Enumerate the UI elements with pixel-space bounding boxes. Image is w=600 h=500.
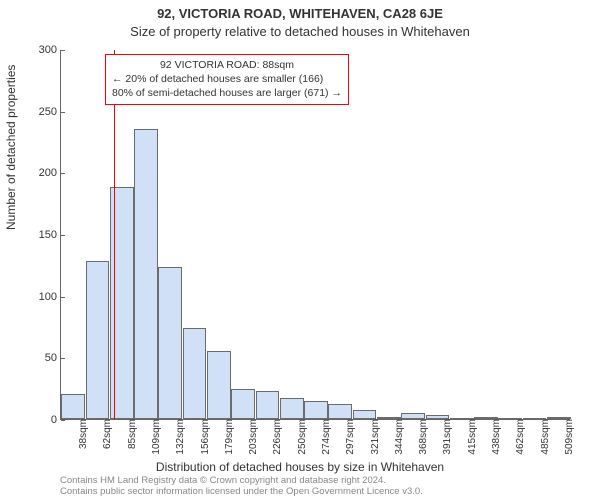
- plot-area: 05010015020025030038sqm62sqm85sqm109sqm1…: [60, 50, 570, 420]
- y-tick: 50: [19, 352, 61, 364]
- histogram-bar: [61, 394, 85, 419]
- x-tick: 85sqm: [125, 419, 138, 449]
- y-axis-label: Number of detached properties: [4, 65, 18, 230]
- x-tick: 509sqm: [562, 419, 575, 455]
- y-tick: 150: [19, 229, 61, 241]
- x-tick: 250sqm: [295, 419, 308, 455]
- histogram-bar: [353, 410, 377, 419]
- x-tick: 415sqm: [465, 419, 478, 455]
- annotation-box: 92 VICTORIA ROAD: 88sqm← 20% of detached…: [105, 54, 349, 105]
- x-tick: 297sqm: [343, 419, 356, 455]
- x-axis-label: Distribution of detached houses by size …: [0, 460, 600, 474]
- y-tick: 250: [19, 106, 61, 118]
- x-tick: 38sqm: [76, 419, 89, 449]
- x-tick: 109sqm: [149, 419, 162, 455]
- annotation-line: 80% of semi-detached houses are larger (…: [112, 86, 342, 100]
- y-tick: 300: [19, 44, 61, 56]
- footer-line-2: Contains public sector information licen…: [60, 487, 423, 498]
- y-tick: 100: [19, 291, 61, 303]
- x-tick: 179sqm: [222, 419, 235, 455]
- histogram-bar: [231, 389, 255, 419]
- x-tick: 62sqm: [100, 419, 113, 449]
- x-tick: 368sqm: [416, 419, 429, 455]
- title-subtitle: Size of property relative to detached ho…: [0, 24, 600, 39]
- footer-attribution: Contains HM Land Registry data © Crown c…: [60, 476, 423, 498]
- x-tick: 274sqm: [319, 419, 332, 455]
- x-tick: 226sqm: [270, 419, 283, 455]
- histogram-bar: [328, 404, 352, 419]
- x-tick: 391sqm: [440, 419, 453, 455]
- histogram-bar: [280, 398, 304, 419]
- x-tick: 462sqm: [513, 419, 526, 455]
- x-tick: 132sqm: [173, 419, 186, 455]
- x-tick: 344sqm: [392, 419, 405, 455]
- y-tick: 200: [19, 167, 61, 179]
- histogram-bar: [183, 328, 207, 419]
- marker-line: [114, 50, 115, 419]
- histogram-bar: [158, 267, 182, 419]
- histogram-bar: [256, 391, 280, 419]
- x-tick: 203sqm: [246, 419, 259, 455]
- x-tick: 321sqm: [368, 419, 381, 455]
- annotation-line: 92 VICTORIA ROAD: 88sqm: [112, 58, 342, 72]
- title-address: 92, VICTORIA ROAD, WHITEHAVEN, CA28 6JE: [0, 6, 600, 21]
- x-tick: 438sqm: [489, 419, 502, 455]
- histogram-bar: [207, 351, 231, 419]
- histogram-bar: [86, 261, 110, 419]
- y-tick: 0: [19, 414, 61, 426]
- annotation-line: ← 20% of detached houses are smaller (16…: [112, 72, 342, 86]
- chart-frame: 92, VICTORIA ROAD, WHITEHAVEN, CA28 6JE …: [0, 0, 600, 500]
- x-tick: 156sqm: [198, 419, 211, 455]
- x-tick: 485sqm: [538, 419, 551, 455]
- histogram-bar: [134, 129, 158, 419]
- histogram-bar: [304, 401, 328, 420]
